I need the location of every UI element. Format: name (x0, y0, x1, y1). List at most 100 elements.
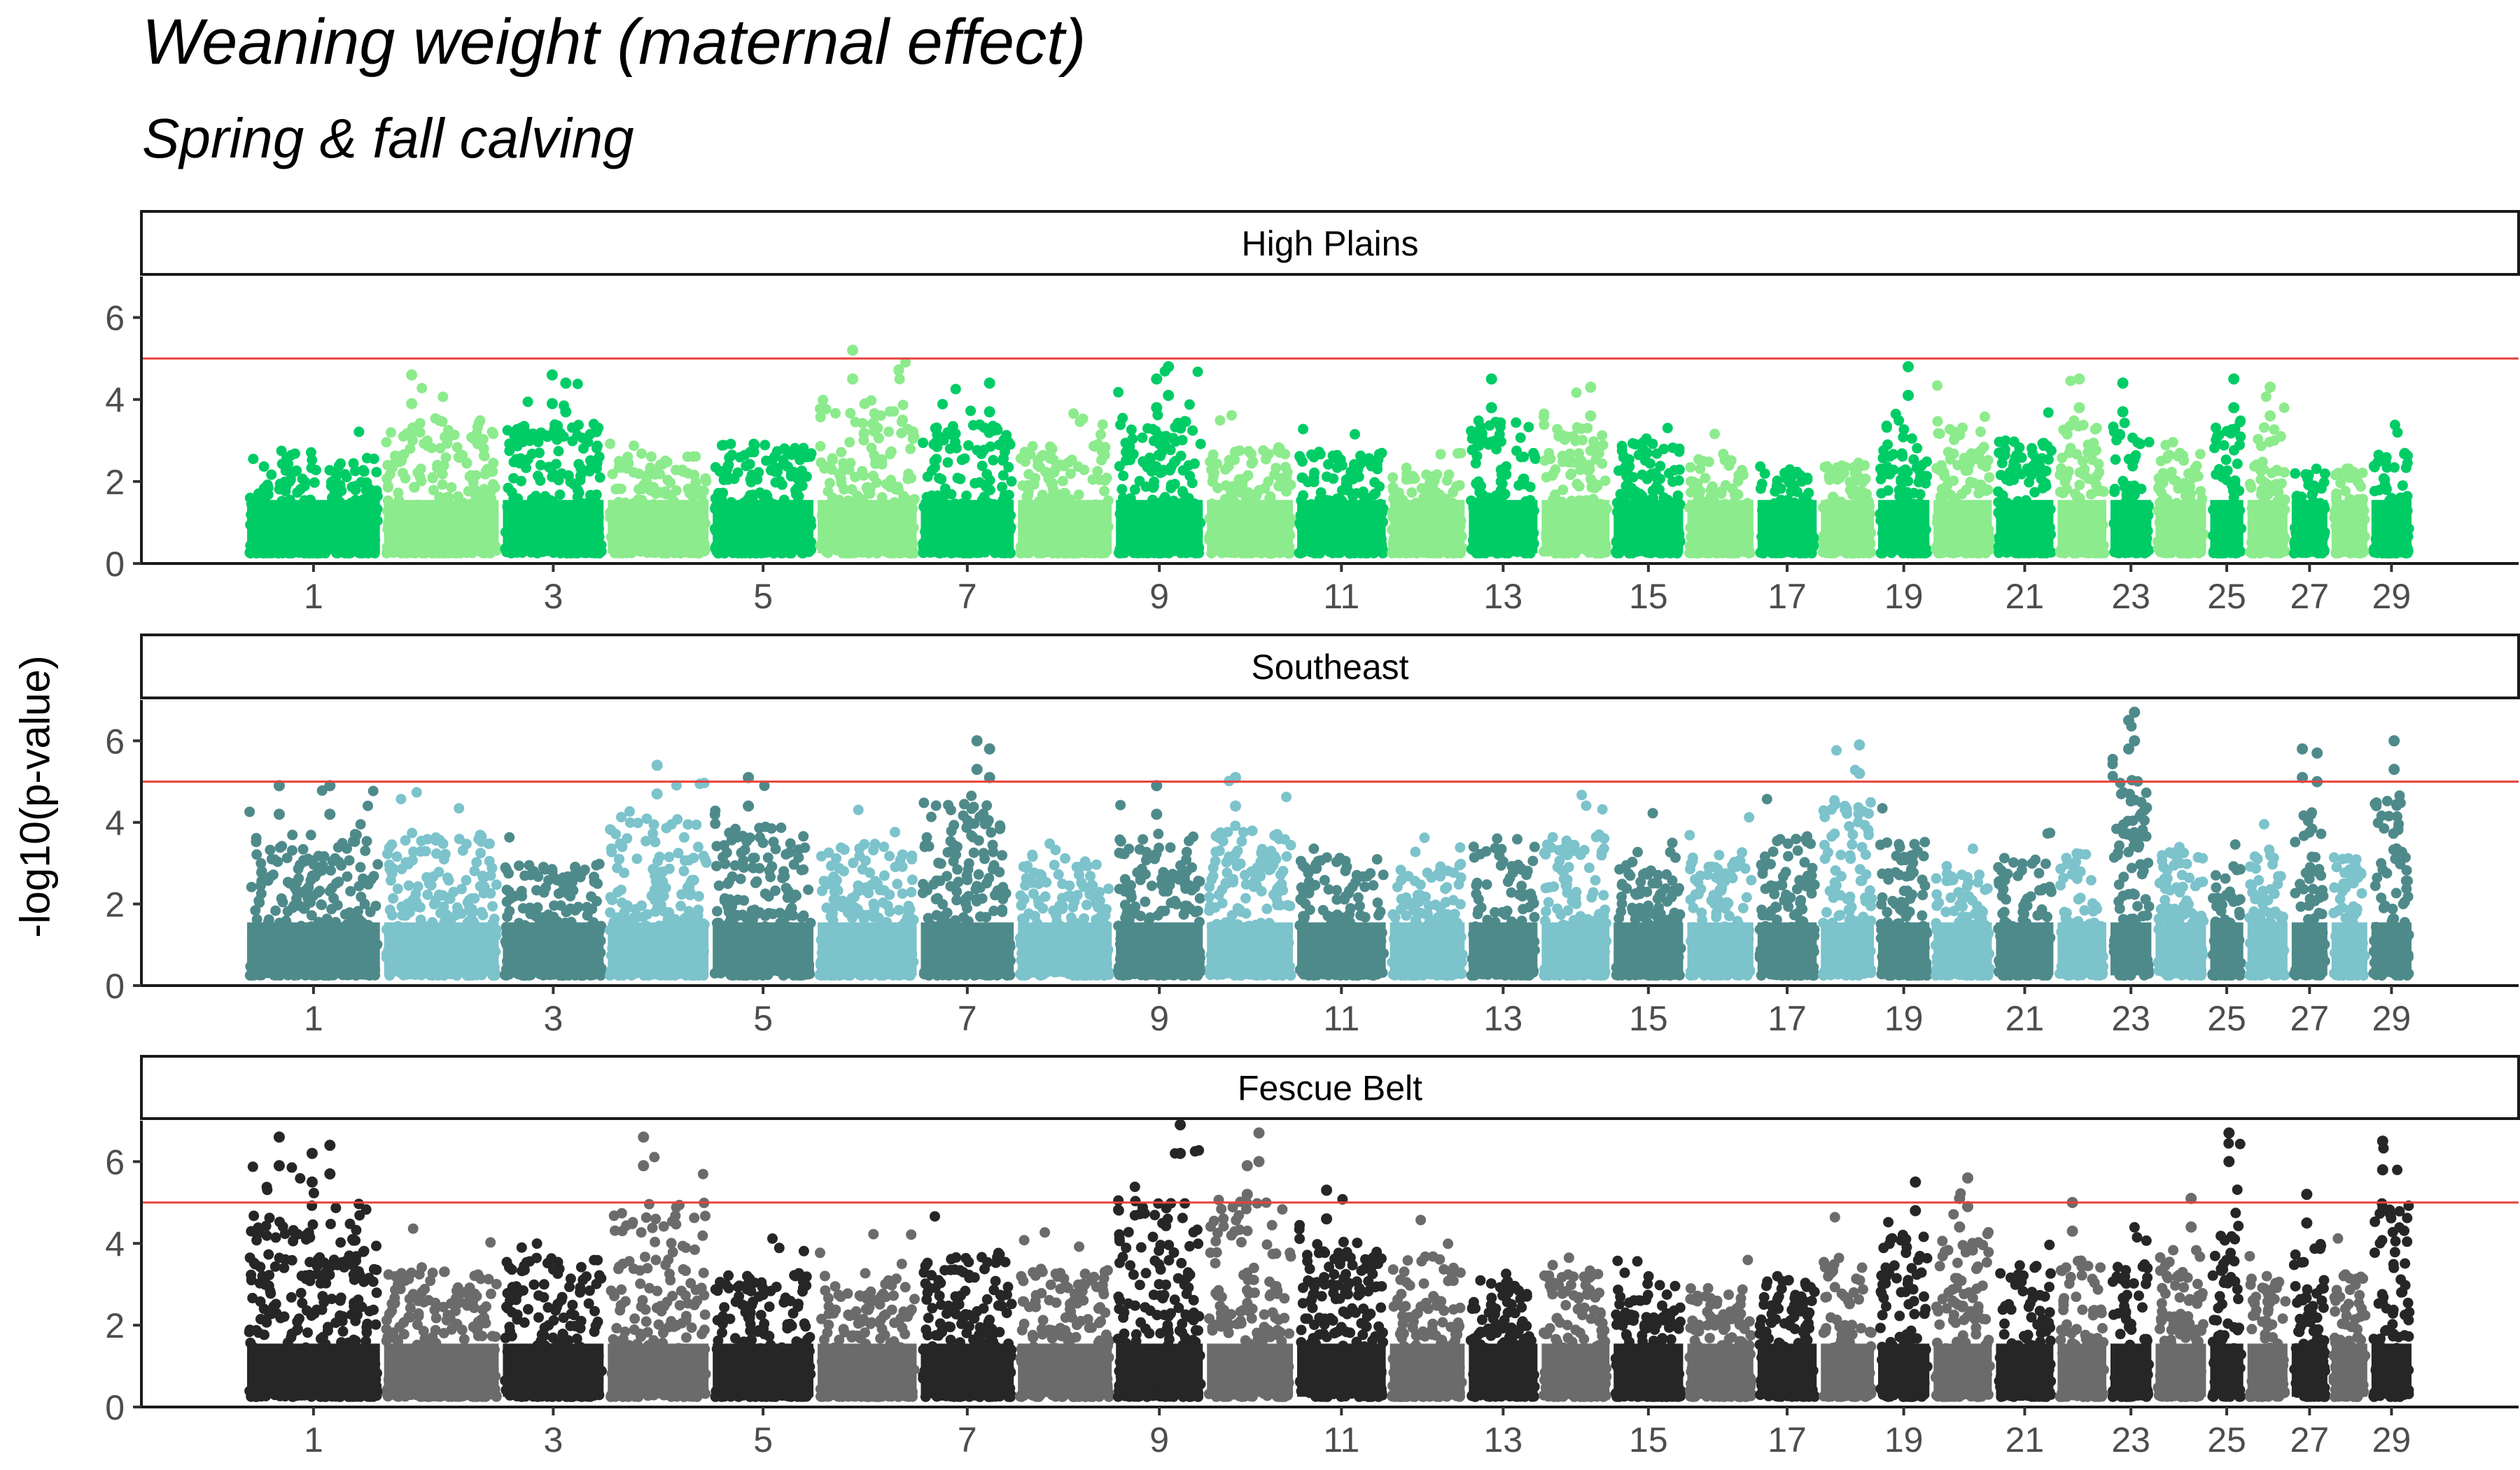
snp-point (727, 449, 737, 460)
snp-point (1633, 536, 1644, 547)
snp-point (428, 473, 438, 484)
snp-point (1280, 516, 1291, 526)
snp-point (816, 457, 827, 468)
snp-point (1387, 472, 1398, 483)
snp-point (346, 482, 357, 492)
snp-point (1523, 422, 1534, 433)
snp-point (306, 463, 316, 473)
snp-point (1239, 526, 1250, 536)
snp-point (1948, 475, 1959, 486)
snp-point (2026, 516, 2037, 526)
snp-point (285, 475, 295, 486)
snp-point (1118, 493, 1128, 503)
snp-point (878, 545, 889, 556)
snp-point (527, 494, 538, 505)
snp-point (1763, 541, 1774, 552)
snp-point (1553, 498, 1564, 508)
snp-point (1160, 492, 1170, 503)
snp-point (2078, 517, 2088, 527)
snp-point (650, 469, 661, 479)
snp-point (2096, 510, 2106, 521)
snp-point (472, 524, 483, 535)
snp-point (689, 470, 699, 480)
snp-point (944, 546, 954, 556)
snp-point (1022, 493, 1032, 503)
snp-point (2129, 454, 2140, 465)
snp-point (1790, 528, 1800, 539)
snp-point (1018, 547, 1028, 557)
snp-point (1657, 501, 1667, 512)
snp-point (1067, 548, 1077, 559)
snp-point (573, 492, 583, 503)
snp-point (430, 500, 441, 510)
snp-point (865, 535, 876, 545)
snp-point (1226, 410, 1237, 421)
snp-point (629, 440, 639, 451)
snp-point (792, 483, 803, 493)
snp-point (1355, 451, 1366, 461)
snp-point (371, 467, 382, 477)
snp-point (1572, 479, 1582, 489)
snp-point (1486, 531, 1497, 541)
snp-point (2008, 472, 2019, 483)
snp-point (869, 408, 880, 419)
snp-point (1181, 548, 1191, 559)
snp-point (2136, 484, 2146, 494)
snp-point (1977, 459, 1987, 470)
snp-point (2092, 471, 2102, 482)
snp-point (986, 442, 996, 452)
snp-point (1401, 468, 1412, 479)
snp-point (1876, 548, 1886, 559)
snp-point (435, 443, 445, 454)
snp-point (346, 498, 356, 508)
snp-point (2087, 454, 2098, 465)
snp-point (519, 519, 530, 529)
snp-point (1686, 462, 1696, 472)
snp-point (1181, 416, 1191, 427)
snp-point (298, 546, 308, 556)
snp-point (2058, 425, 2068, 435)
snp-point (350, 465, 360, 476)
snp-point (424, 532, 434, 542)
panel-high-plains: High Plains02461 3 5 7 9 11 13 15 17 19 21 23 25 27 29 (105, 211, 2519, 616)
snp-point (968, 420, 979, 430)
snp-point (1601, 545, 1611, 555)
snp-point (1073, 461, 1084, 472)
snp-point (485, 548, 496, 559)
snp-point (382, 437, 392, 447)
snp-point (712, 546, 722, 556)
snp-point (1331, 524, 1341, 535)
snp-point (614, 456, 624, 466)
snp-point (1860, 531, 1870, 542)
snp-point (1030, 473, 1040, 484)
snp-point (382, 506, 393, 517)
snp-point (1830, 495, 1841, 505)
snp-point (1763, 500, 1773, 511)
snp-point (1961, 484, 1972, 495)
snp-point (1447, 498, 1457, 509)
snp-point (991, 526, 1002, 536)
snp-point (1430, 515, 1441, 526)
snp-point (817, 510, 827, 521)
snp-point (874, 433, 884, 443)
snp-point (2091, 445, 2101, 456)
snp-point (1572, 387, 1582, 398)
snp-point (1147, 495, 1158, 505)
snp-point (554, 475, 564, 486)
snp-point (1497, 517, 1507, 528)
snp-point (1773, 482, 1784, 493)
snp-point (589, 460, 599, 470)
snp-point (2124, 533, 2134, 543)
snp-point (1149, 477, 1159, 487)
snp-point (1628, 438, 1638, 449)
snp-point (772, 446, 783, 456)
snp-point (1975, 507, 1985, 517)
snp-point (2127, 433, 2138, 443)
snp-point (443, 492, 454, 503)
snp-point (1035, 462, 1045, 472)
snp-point (841, 512, 851, 523)
snp-point (1467, 433, 1478, 444)
snp-point (2057, 453, 2067, 463)
snp-point (580, 536, 590, 547)
snp-point (315, 529, 326, 540)
